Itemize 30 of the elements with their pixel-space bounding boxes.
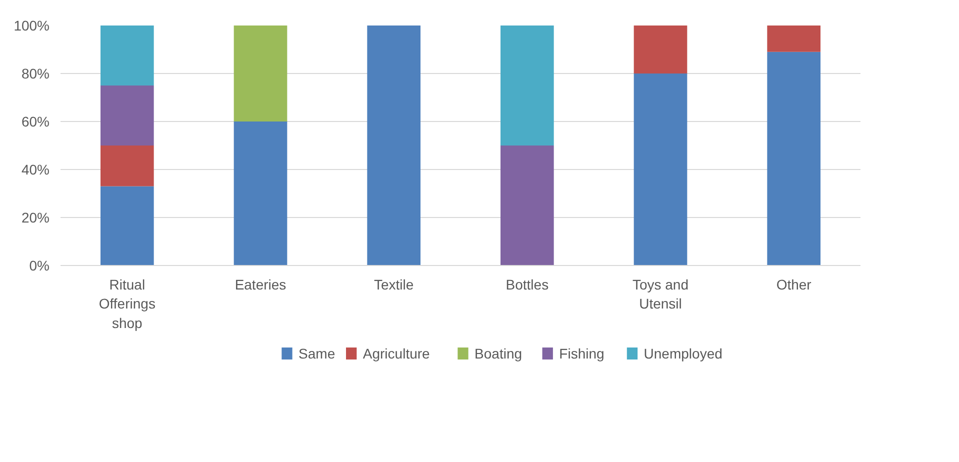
bar — [367, 26, 420, 266]
bar — [500, 26, 554, 146]
y-tick-label: 40% — [21, 162, 50, 178]
x-tick-label: Bottles — [506, 276, 549, 292]
y-tick-label: 100% — [14, 18, 50, 34]
y-tick-label: 60% — [21, 114, 50, 130]
bar — [500, 146, 554, 266]
bar — [234, 26, 288, 122]
legend-label: Fishing — [559, 346, 604, 362]
legend-label: Same — [298, 346, 336, 362]
bar — [767, 26, 820, 52]
bar — [634, 26, 688, 74]
bar — [100, 26, 154, 86]
x-tick-label: Textile — [374, 276, 414, 292]
y-tick-label: 80% — [21, 66, 50, 82]
bar — [767, 52, 820, 266]
x-tick-label: Ritual Offerings shop — [98, 276, 156, 331]
bar — [634, 74, 688, 266]
x-tick-label: Toys and Utensil — [632, 276, 689, 312]
x-tick-label: Eateries — [234, 276, 286, 292]
legend-label: Agriculture — [362, 346, 430, 362]
legend-label: Unemployed — [644, 346, 722, 362]
y-tick-label: 0% — [29, 258, 50, 274]
y-tick-label: 20% — [21, 210, 50, 226]
x-tick-label: Other — [776, 276, 812, 292]
bar — [100, 186, 154, 266]
bar — [234, 122, 288, 266]
legend-label: Boating — [474, 346, 522, 362]
bar — [100, 86, 154, 146]
bar — [100, 146, 154, 186]
